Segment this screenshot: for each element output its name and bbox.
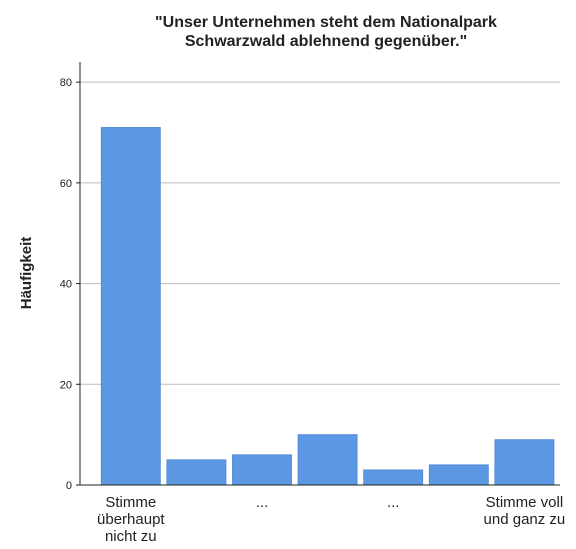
bar	[494, 439, 555, 486]
bar	[100, 127, 161, 486]
x-tick-label: Stimme voll und ganz zu	[484, 494, 566, 528]
x-tick-label: Stimme überhaupt nicht zu	[97, 494, 165, 545]
x-tick-label: ...	[387, 494, 400, 511]
bar	[297, 434, 358, 486]
bar	[232, 454, 292, 486]
bar	[166, 459, 227, 486]
y-tick-label: 60	[60, 178, 72, 190]
y-tick-label: 40	[60, 279, 72, 291]
chart-title: Schwarzwald ablehnend gegenüber."	[185, 33, 467, 50]
y-tick-label: 0	[66, 480, 72, 492]
bar	[363, 469, 424, 486]
y-axis-label: Häufigkeit	[18, 237, 35, 310]
bar	[428, 464, 489, 486]
y-tick-label: 80	[60, 77, 72, 89]
x-tick-label: ...	[256, 494, 269, 511]
y-tick-label: 20	[60, 379, 72, 391]
chart-title: "Unser Unternehmen steht dem Nationalpar…	[155, 14, 497, 31]
